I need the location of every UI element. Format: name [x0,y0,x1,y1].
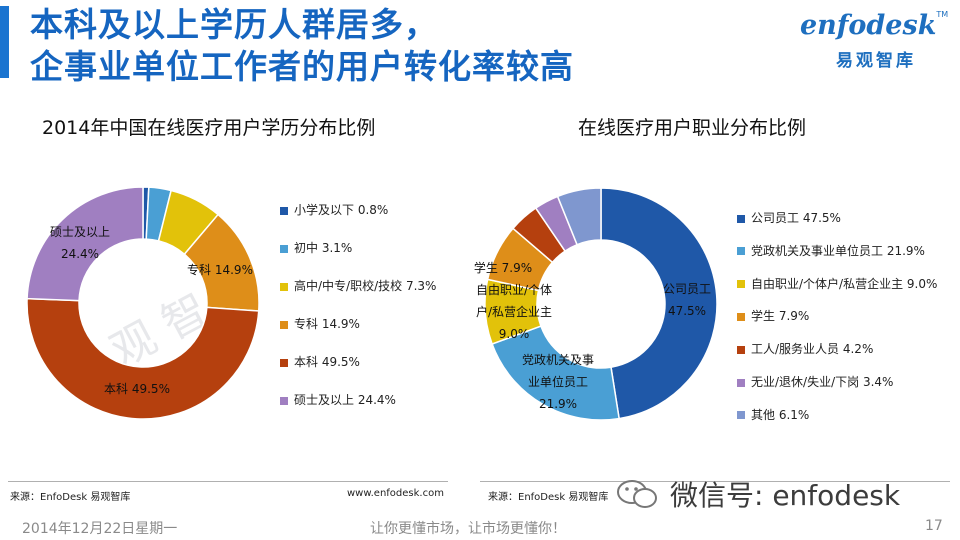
occupation-legend-swatch [737,411,745,420]
occupation-legend-swatch [737,247,745,256]
occupation-legend-swatch [737,345,745,354]
source-left: 来源：EnfoDesk 易观智库 [10,492,131,503]
wechat-badge: 微信号: enfodesk [614,474,944,514]
url-left: www.enfodesk.com [347,488,444,499]
education-legend-swatch [280,396,288,405]
occupation-slice-6 [556,187,602,246]
label-free-value: 9.0% [499,327,530,341]
wechat-icon [617,480,657,508]
education-legend-label: 小学及以下 0.8% [294,203,389,217]
label-free-line1: 自由职业/个体 [476,283,552,297]
footer-divider-right [480,481,950,482]
logo-word: enfodesk [800,10,937,41]
education-legend-item: 高中/中专/职校/技校 7.3% [280,277,436,294]
occupation-legend-item: 工人/服务业人员 4.2% [737,340,873,357]
occupation-legend-label: 其他 6.1% [751,407,810,422]
occupation-legend-swatch [737,280,745,289]
label-free-line2: 户/私营企业主 [476,304,552,319]
chart-title-occupation: 在线医疗用户职业分布比例 [578,117,807,139]
education-slice-5 [26,186,144,302]
label-gov-value: 21.9% [539,397,577,411]
education-legend-swatch [280,206,288,215]
enfodesk-logo: enfodeskTM 易观智库 [800,10,950,80]
label-zhuanke: 专科 14.9% [187,262,253,277]
label-gov-line1: 党政机关及事 [522,352,594,367]
education-legend-item: 初中 3.1% [280,239,352,256]
label-student: 学生 7.9% [474,260,532,275]
occupation-legend-label: 学生 7.9% [751,309,810,324]
education-legend-label: 硕士及以上 24.4% [294,393,396,407]
occupation-legend-swatch [737,378,745,387]
chart-title-education: 2014年中国在线医疗用户学历分布比例 [42,117,376,139]
footer-divider-left [8,481,448,482]
education-legend-swatch [280,244,288,253]
education-legend-label: 初中 3.1% [294,241,353,255]
occupation-legend-item: 其他 6.1% [737,406,809,423]
logo-cn: 易观智库 [836,51,916,71]
page-title: 本科及以上学历人群居多， 企事业单位工作者的用户转化率较高 [30,4,720,88]
occupation-legend-label: 公司员工 47.5% [751,211,841,225]
page-number: 17 [925,518,943,534]
education-legend-swatch [280,320,288,329]
education-legend-label: 高中/中专/职校/技校 7.3% [294,279,437,293]
education-legend-swatch [280,282,288,291]
title-line-2: 企事业单位工作者的用户转化率较高 [30,47,574,86]
occupation-legend-label: 工人/服务业人员 4.2% [751,342,874,357]
label-company-name: 公司员工 [663,282,711,296]
education-legend-swatch [280,358,288,367]
occupation-legend-item: 党政机关及事业单位员工 21.9% [737,242,925,259]
occupation-legend-label: 自由职业/个体户/私营企业主 9.0% [751,276,938,291]
occupation-slice-0 [600,187,718,420]
footer-slogan: 让你更懂市场，让市场更懂你！ [370,521,566,537]
wechat-id: 微信号: enfodesk [670,479,901,512]
occupation-legend-label: 党政机关及事业单位员工 21.9% [751,243,925,258]
occupation-legend-item: 无业/退休/失业/下岗 3.4% [737,373,893,390]
label-company-value: 47.5% [668,304,706,318]
title-line-1: 本科及以上学历人群居多， [30,5,438,44]
education-legend-label: 专科 14.9% [294,317,360,331]
label-shuoshi-value: 24.4% [61,247,99,261]
occupation-legend-label: 无业/退休/失业/下岗 3.4% [751,375,894,389]
source-right: 来源：EnfoDesk 易观智库 [488,492,609,503]
education-legend-item: 本科 49.5% [280,353,360,370]
occupation-legend-item: 学生 7.9% [737,307,809,324]
logo-tm: TM [936,10,949,19]
occupation-legend-swatch [737,214,745,223]
label-shuoshi-name: 硕士及以上 [50,225,110,239]
education-legend-item: 专科 14.9% [280,315,360,332]
education-legend-item: 小学及以下 0.8% [280,201,388,218]
footer-date: 2014年12月22日星期一 [22,521,178,537]
label-gov-line2: 业单位员工 [528,374,588,389]
label-benke: 本科 49.5% [104,382,170,396]
education-legend-item: 硕士及以上 24.4% [280,391,396,408]
education-legend-label: 本科 49.5% [294,355,360,369]
occupation-legend-swatch [737,312,745,321]
occupation-legend-item: 公司员工 47.5% [737,209,841,226]
accent-bar [0,6,9,78]
education-slice-4 [26,297,260,420]
occupation-legend-item: 自由职业/个体户/私营企业主 9.0% [737,275,937,292]
